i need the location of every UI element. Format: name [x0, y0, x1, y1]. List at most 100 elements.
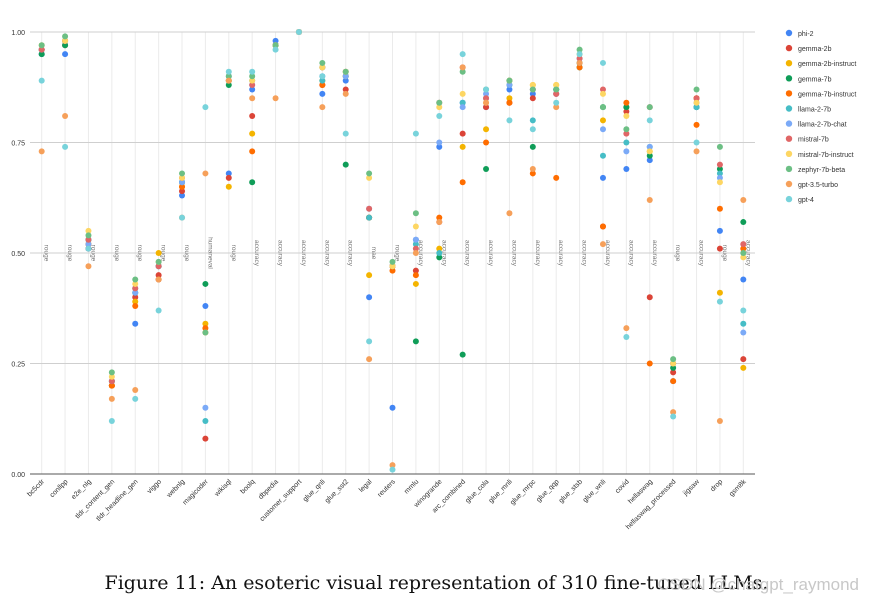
data-point	[599, 117, 606, 124]
data-point	[272, 95, 279, 102]
data-point	[202, 320, 209, 327]
data-point	[623, 104, 630, 111]
data-point	[225, 77, 232, 84]
x-tick-label: legal	[358, 478, 374, 494]
data-point	[646, 294, 653, 301]
legend-label: mistral-7b	[798, 137, 829, 144]
data-point	[108, 378, 115, 385]
metric-label: rouge	[394, 245, 401, 262]
legend-label: llama-2-7b	[798, 107, 831, 114]
data-point	[249, 112, 256, 119]
data-point	[670, 409, 677, 416]
metric-label: accuracy	[347, 240, 354, 267]
metric-label: accuracy	[627, 240, 634, 267]
x-tick-label: wikisql	[213, 478, 234, 499]
data-point	[646, 148, 653, 155]
data-point	[319, 77, 326, 84]
data-point	[740, 219, 747, 226]
data-point	[436, 250, 443, 256]
metric-label: rouge	[160, 245, 167, 262]
data-point	[670, 413, 677, 420]
data-point	[342, 77, 349, 84]
data-point	[249, 77, 256, 84]
data-point	[62, 51, 69, 58]
data-point	[225, 82, 232, 89]
data-point	[389, 466, 396, 473]
metric-label: accuracy	[510, 240, 517, 267]
data-point	[202, 303, 209, 310]
data-point	[529, 82, 536, 89]
data-point	[599, 59, 606, 66]
data-point	[483, 86, 490, 93]
legend-marker	[785, 90, 793, 97]
data-point	[529, 90, 536, 97]
legend-marker	[785, 150, 793, 157]
data-point	[412, 245, 419, 252]
metric-label: accuracy	[698, 240, 705, 267]
data-point	[202, 404, 209, 411]
data-point	[155, 307, 162, 314]
data-point	[623, 112, 630, 119]
data-point	[38, 42, 45, 49]
data-point	[249, 179, 256, 186]
metric-label: humaneval	[206, 237, 213, 269]
data-point	[740, 320, 747, 327]
metric-label: rouge	[230, 245, 237, 262]
legend-marker	[785, 135, 793, 142]
data-point	[85, 241, 92, 248]
data-point	[62, 33, 69, 40]
data-point	[155, 258, 162, 265]
data-point	[249, 82, 256, 89]
data-point	[740, 245, 747, 252]
data-point	[693, 104, 700, 111]
data-point	[716, 298, 723, 305]
data-point	[132, 285, 139, 292]
metric-label: rouge	[674, 245, 681, 262]
legend-label: zephyr-7b-beta	[798, 167, 845, 174]
data-point	[623, 148, 630, 155]
metric-label: accuracy	[417, 240, 424, 267]
data-point	[646, 152, 653, 159]
data-point	[62, 37, 69, 44]
data-point	[459, 90, 466, 97]
legend-marker	[785, 120, 793, 127]
data-point	[389, 404, 396, 411]
legend-marker	[785, 44, 793, 52]
data-point	[272, 42, 279, 49]
data-point	[716, 143, 723, 150]
x-tick-label: glue_mrpc	[509, 478, 537, 506]
data-point	[179, 179, 186, 186]
data-point	[646, 360, 653, 367]
data-point	[389, 258, 396, 265]
metric-label: accuracy	[440, 240, 447, 267]
data-point	[740, 241, 747, 248]
data-point	[412, 267, 419, 274]
data-point	[132, 294, 139, 301]
data-point	[740, 250, 747, 256]
data-point	[623, 126, 630, 133]
x-tick-label: glue_sst2	[324, 478, 350, 504]
data-point	[740, 254, 747, 261]
data-point	[366, 294, 373, 301]
data-point	[740, 364, 747, 371]
y-tick-label: 0.25	[11, 362, 25, 369]
data-point	[483, 126, 490, 133]
legend-label: gemma-7b	[798, 76, 832, 83]
metric-label: rouge	[136, 245, 143, 262]
legend-label: gpt-4	[798, 197, 814, 204]
x-tick-label: gsm8k	[728, 478, 748, 498]
data-point	[646, 117, 653, 124]
data-point	[366, 338, 373, 345]
data-point	[623, 99, 630, 106]
data-point	[62, 143, 69, 150]
data-point	[366, 174, 373, 181]
x-tick-label: covid	[614, 478, 631, 495]
data-point	[225, 68, 232, 75]
x-tick-label: customer_support	[259, 478, 304, 523]
data-point	[459, 143, 466, 150]
data-point	[202, 104, 209, 111]
x-tick-label: boolq	[240, 478, 257, 495]
data-point	[202, 325, 209, 332]
data-point	[740, 356, 747, 363]
data-point	[483, 95, 490, 102]
